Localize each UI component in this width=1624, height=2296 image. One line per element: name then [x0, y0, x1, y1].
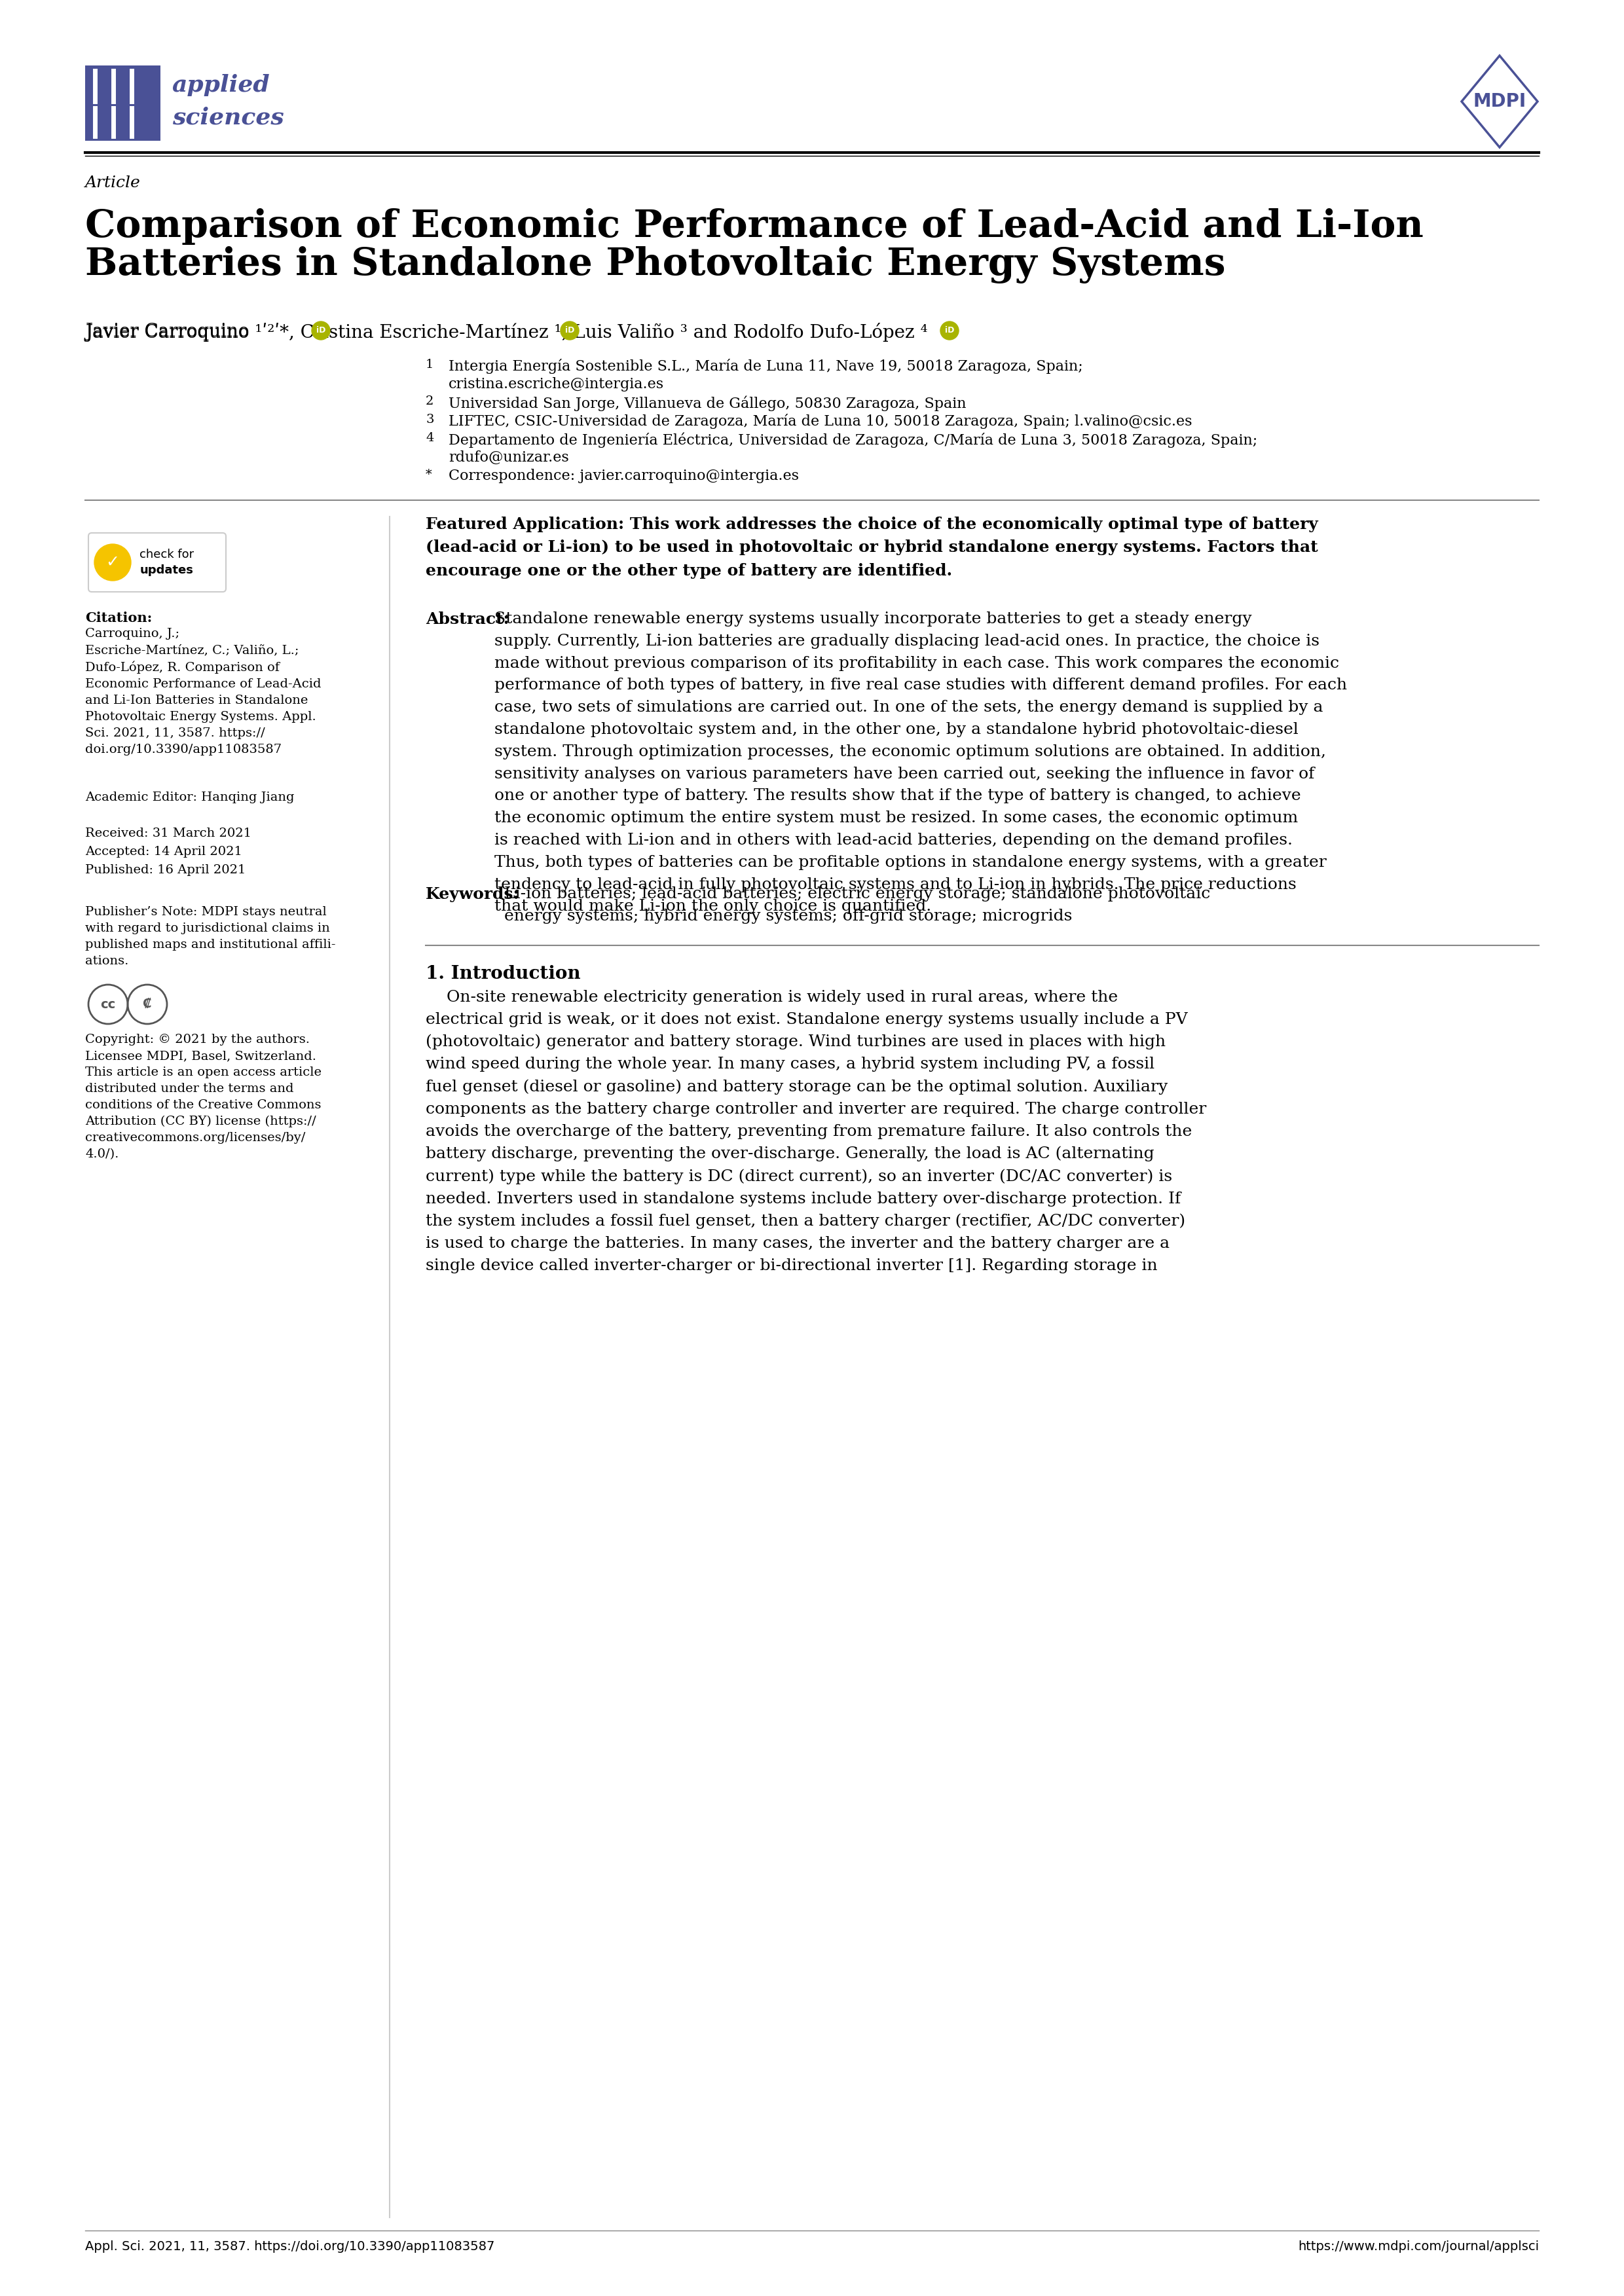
- Text: Javier Carroquino ¹ʹ²ʹ*, Cristina Escriche-Martínez ¹, Luis Valiño ³ and Rodolfo: Javier Carroquino ¹ʹ²ʹ*, Cristina Escric…: [84, 324, 927, 342]
- Text: Publisher’s Note: MDPI stays neutral
with regard to jurisdictional claims in
pub: Publisher’s Note: MDPI stays neutral wit…: [84, 907, 336, 967]
- Text: Published: 16 April 2021: Published: 16 April 2021: [84, 863, 245, 877]
- Text: 1. Introduction: 1. Introduction: [425, 964, 581, 983]
- Text: Accepted: 14 April 2021: Accepted: 14 April 2021: [84, 845, 242, 859]
- Text: updates: updates: [140, 565, 193, 576]
- Text: iD: iD: [317, 326, 325, 335]
- Text: iD: iD: [945, 326, 955, 335]
- Text: Appl. Sci. 2021, 11, 3587. https://doi.org/10.3390/app11083587: Appl. Sci. 2021, 11, 3587. https://doi.o…: [84, 2241, 495, 2252]
- Text: ₡: ₡: [143, 999, 151, 1010]
- Text: check for: check for: [140, 549, 195, 560]
- Text: Abstract:: Abstract:: [425, 611, 510, 627]
- Text: rdufo@unizar.es: rdufo@unizar.es: [448, 450, 568, 464]
- Text: 2: 2: [425, 395, 434, 406]
- Circle shape: [312, 321, 330, 340]
- Text: Featured Application: This work addresses the choice of the economically optimal: Featured Application: This work addresse…: [425, 517, 1319, 579]
- Text: cristina.escriche@intergia.es: cristina.escriche@intergia.es: [448, 377, 664, 393]
- Text: Intergia Energía Sostenible S.L., María de Luna 11, Nave 19, 50018 Zaragoza, Spa: Intergia Energía Sostenible S.L., María …: [448, 358, 1083, 374]
- Text: Received: 31 March 2021: Received: 31 March 2021: [84, 827, 252, 840]
- Text: https://www.mdpi.com/journal/applsci: https://www.mdpi.com/journal/applsci: [1298, 2241, 1540, 2252]
- Text: LIFTEC, CSIC-Universidad de Zaragoza, María de Luna 10, 50018 Zaragoza, Spain; l: LIFTEC, CSIC-Universidad de Zaragoza, Ma…: [448, 413, 1192, 429]
- Text: *: *: [425, 468, 432, 480]
- Text: Copyright: © 2021 by the authors.
Licensee MDPI, Basel, Switzerland.
This articl: Copyright: © 2021 by the authors. Licens…: [84, 1033, 322, 1159]
- Text: sciences: sciences: [172, 106, 284, 129]
- Text: Comparison of Economic Performance of Lead-Acid and Li-Ion: Comparison of Economic Performance of Le…: [84, 209, 1424, 246]
- Text: Keywords:: Keywords:: [425, 886, 520, 902]
- Text: 4: 4: [425, 432, 434, 443]
- Text: On-site renewable electricity generation is widely used in rural areas, where th: On-site renewable electricity generation…: [425, 990, 1207, 1274]
- Text: Batteries in Standalone Photovoltaic Energy Systems: Batteries in Standalone Photovoltaic Ene…: [84, 246, 1226, 282]
- Text: 3: 3: [425, 413, 434, 425]
- Text: Standalone renewable energy systems usually incorporate batteries to get a stead: Standalone renewable energy systems usua…: [494, 611, 1346, 914]
- Text: Citation:: Citation:: [84, 611, 153, 625]
- Circle shape: [94, 544, 132, 581]
- Circle shape: [940, 321, 958, 340]
- Text: cc: cc: [101, 999, 115, 1010]
- Text: Universidad San Jorge, Villanueva de Gállego, 50830 Zaragoza, Spain: Universidad San Jorge, Villanueva de Gál…: [448, 395, 966, 411]
- FancyBboxPatch shape: [84, 67, 161, 140]
- Circle shape: [560, 321, 578, 340]
- Text: Academic Editor: Hanqing Jiang: Academic Editor: Hanqing Jiang: [84, 792, 294, 804]
- Text: Departamento de Ingeniería Eléctrica, Universidad de Zaragoza, C/María de Luna 3: Departamento de Ingeniería Eléctrica, Un…: [448, 432, 1257, 448]
- Text: Correspondence: javier.carroquino@intergia.es: Correspondence: javier.carroquino@interg…: [448, 468, 799, 482]
- Text: ✓: ✓: [106, 556, 120, 569]
- Text: 1: 1: [425, 358, 434, 370]
- Text: Li-ion batteries; lead-acid batteries; electric energy storage; standalone photo: Li-ion batteries; lead-acid batteries; e…: [503, 886, 1210, 923]
- Text: applied: applied: [172, 73, 270, 96]
- Text: MDPI: MDPI: [1473, 92, 1527, 110]
- Text: iD: iD: [565, 326, 575, 335]
- Text: Javier Carroquino: Javier Carroquino: [84, 324, 255, 340]
- Text: Carroquino, J.;
Escriche-Martínez, C.; Valiño, L.;
Dufo-López, R. Comparison of
: Carroquino, J.; Escriche-Martínez, C.; V…: [84, 627, 322, 755]
- Text: Article: Article: [84, 174, 141, 191]
- FancyBboxPatch shape: [88, 533, 226, 592]
